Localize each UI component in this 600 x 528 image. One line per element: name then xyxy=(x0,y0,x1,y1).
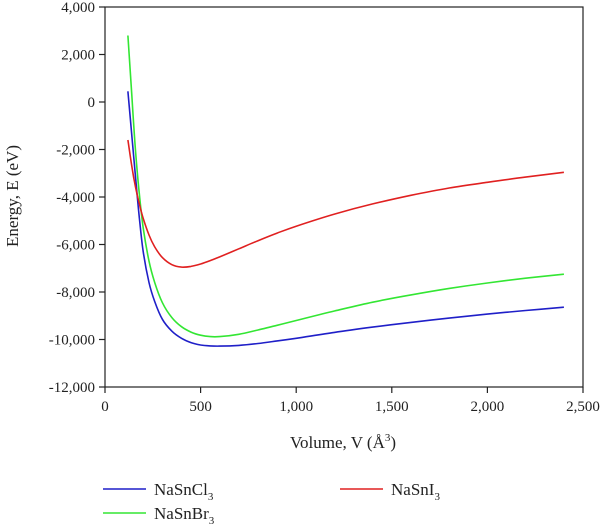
y-tick-label: 2,000 xyxy=(61,48,95,64)
y-axis-label: Energy, E (eV) xyxy=(3,145,22,247)
legend-label-nasni3-subscript: 3 xyxy=(434,491,440,503)
x-tick-label: 500 xyxy=(189,399,212,415)
legend-item-nasncl3: NaSnCl3 xyxy=(103,480,214,503)
x-axis-label-end: ) xyxy=(390,433,396,452)
y-tick-label: 4,000 xyxy=(61,0,95,16)
x-axis-label-superscript: 3 xyxy=(385,432,391,444)
x-tick-label: 1,500 xyxy=(375,399,409,415)
x-tick-label: 1,000 xyxy=(279,399,313,415)
legend-label-nasni3: NaSnI3 xyxy=(391,480,440,503)
series-lines xyxy=(127,35,564,347)
y-tick-label: 0 xyxy=(88,95,96,111)
plot-area-border xyxy=(104,6,584,388)
x-tick-label: 2,500 xyxy=(566,399,600,415)
y-tick-label: -2,000 xyxy=(56,143,95,159)
legend: NaSnCl3 NaSnBr3 NaSnI3 xyxy=(103,480,440,527)
y-tick-label: -10,000 xyxy=(49,333,95,349)
y-tick-label: -12,000 xyxy=(49,380,95,396)
y-tick-label: -4,000 xyxy=(56,190,95,206)
y-tick-label: -6,000 xyxy=(56,238,95,254)
series-line-nasncl3 xyxy=(127,91,564,347)
x-tick-label: 2,000 xyxy=(471,399,505,415)
legend-label-nasncl3: NaSnCl3 xyxy=(154,480,214,503)
legend-label-nasnbr3: NaSnBr3 xyxy=(154,504,215,527)
x-tick-label: 0 xyxy=(101,399,109,415)
legend-item-nasnbr3: NaSnBr3 xyxy=(103,504,215,527)
series-line-nasnbr3 xyxy=(127,35,564,338)
x-axis-label-text: Volume, V (Å xyxy=(290,433,386,452)
y-tick-label: -8,000 xyxy=(56,285,95,301)
x-axis-ticks: 0 500 1,000 1,500 2,000 2,500 xyxy=(101,387,600,415)
legend-label-nasnbr3-subscript: 3 xyxy=(209,515,215,527)
plot-frame xyxy=(104,6,584,388)
y-axis-ticks: -12,000 -10,000 -8,000 -6,000 -4,000 -2,000 0 2… xyxy=(49,0,105,396)
legend-label-nasncl3-subscript: 3 xyxy=(208,491,214,503)
series-line-nasni3 xyxy=(127,139,564,268)
x-axis-label: Volume, V (Å3) xyxy=(290,432,396,452)
legend-item-nasni3: NaSnI3 xyxy=(340,480,440,503)
